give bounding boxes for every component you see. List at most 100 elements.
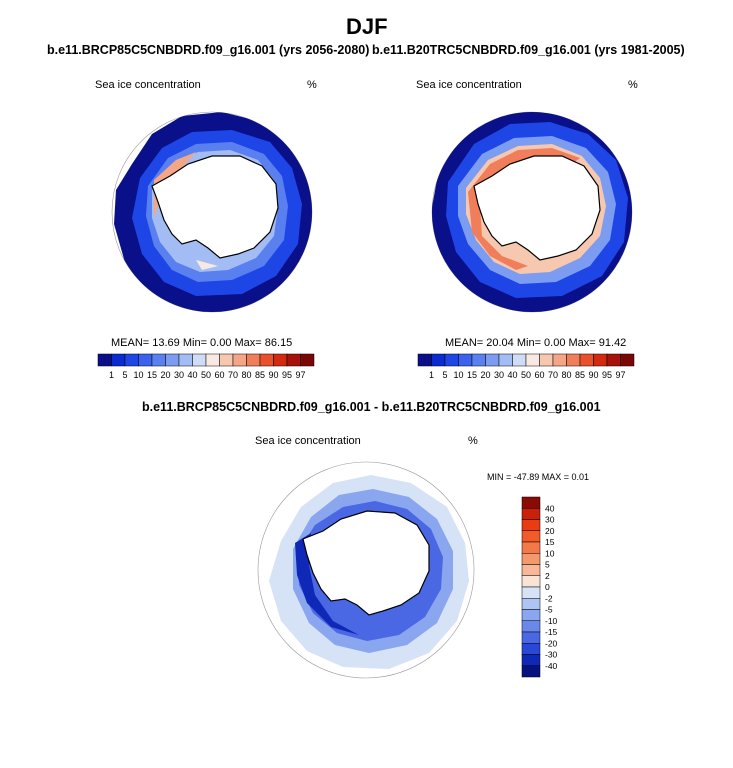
diff-title: b.e11.BRCP85C5CNBDRD.f09_g16.001 - b.e11… — [142, 400, 601, 414]
diff-colorbar-label: 40 — [545, 503, 555, 513]
panel-1-colorbar-swatch — [273, 353, 288, 367]
panel-2-colorbar-label: 15 — [467, 370, 477, 380]
panel-1-map — [111, 111, 313, 313]
panel-2-colorbar-swatch — [552, 353, 567, 367]
diff-colorbar-swatch — [521, 631, 541, 644]
panel-1-colorbar-label: 10 — [133, 370, 143, 380]
panel-2-colorbar-swatch — [539, 353, 554, 367]
panel-1-colorbar-swatch — [232, 353, 247, 367]
panel-1-ice-high-2 — [196, 260, 218, 270]
panel-2-colorbar-label: 5 — [442, 370, 447, 380]
panel-1-colorbar-swatch — [192, 353, 207, 367]
panel-1-stats: MEAN= 13.69 Min= 0.00 Max= 86.15 — [111, 337, 293, 349]
panel-2-colorbar-swatch — [512, 353, 527, 367]
diff-colorbar-label: -20 — [545, 638, 558, 648]
diff-colorbar-swatch — [521, 586, 541, 599]
panel-1-colorbar-swatch — [246, 353, 261, 367]
panel-2-colorbar-swatch — [471, 353, 486, 367]
diff-colorbar-swatch — [521, 575, 541, 588]
diff-colorbar-swatch — [521, 620, 541, 633]
panel-1-colorbar-label: 5 — [122, 370, 127, 380]
panel-1-colorbar-swatch — [165, 353, 180, 367]
diff-colorbar-label: 2 — [545, 571, 550, 581]
diff-colorbar-label: 0 — [545, 582, 550, 592]
panel-1-colorbar-swatch — [124, 353, 139, 367]
panel-1-colorbar-swatch — [178, 353, 193, 367]
panel-2-colorbar-label: 40 — [507, 370, 517, 380]
panel-1-colorbar-swatch — [205, 353, 220, 367]
panel-1-colorbar-label: 50 — [201, 370, 211, 380]
panel-2-colorbar-swatch — [566, 353, 581, 367]
panel-2-units: % — [628, 79, 638, 91]
page-title: DJF — [346, 14, 388, 39]
panel-1-colorbar-label: 15 — [147, 370, 157, 380]
panel-1-colorbar-label: 70 — [228, 370, 238, 380]
diff-antarctica — [302, 510, 430, 616]
panel-2-variable: Sea ice concentration — [416, 79, 522, 91]
diff-colorbar-swatch — [521, 598, 541, 610]
diff-units: % — [468, 435, 478, 447]
panel-1-colorbar-label: 95 — [282, 370, 292, 380]
diff-colorbar-label: -15 — [545, 627, 558, 637]
panel-2-colorbar-label: 97 — [615, 370, 625, 380]
panel-2-colorbar-label: 70 — [548, 370, 558, 380]
diff-colorbar-label: 10 — [545, 548, 555, 558]
diff-colorbar-label: -5 — [545, 605, 553, 615]
panel-1-colorbar-swatch — [259, 353, 274, 367]
panel-1-colorbar-swatch — [219, 353, 234, 367]
panel-1-colorbar-label: 30 — [174, 370, 184, 380]
panel-1-colorbar: 1 5 10 15 20 30 40 50 60 70 80 85 90 95 97 — [97, 353, 315, 380]
panel-2-colorbar-label: 85 — [575, 370, 585, 380]
panel-1-colorbar-swatch — [286, 353, 301, 367]
panel-2-colorbar-label: 10 — [453, 370, 463, 380]
panel-2-colorbar-swatch — [431, 353, 446, 367]
panel-2-colorbar-label: 90 — [588, 370, 598, 380]
panel-1-colorbar-swatch — [111, 353, 126, 367]
panel-1-colorbar-label: 1 — [109, 370, 114, 380]
diff-colorbar-label: 5 — [545, 560, 550, 570]
diff-colorbar-swatch — [521, 519, 541, 531]
panel-1-colorbar-label: 20 — [160, 370, 170, 380]
panel-1-colorbar-label: 80 — [241, 370, 251, 380]
diff-colorbar-swatch — [521, 496, 541, 509]
diff-colorbar-label: -10 — [545, 616, 558, 626]
panel-1-colorbar-label: 90 — [268, 370, 278, 380]
panel-1-colorbar-label: 85 — [255, 370, 265, 380]
diff-colorbar-swatch — [521, 541, 541, 554]
panel-1-title: b.e11.BRCP85C5CNBDRD.f09_g16.001 (yrs 20… — [47, 43, 370, 57]
diff-variable: Sea ice concentration — [255, 435, 361, 447]
diff-colorbar-label: 30 — [545, 515, 555, 525]
panel-2-colorbar-swatch — [579, 353, 594, 367]
diff-colorbar-swatch — [521, 530, 541, 543]
panel-2-antarctica — [473, 155, 601, 261]
panel-2-colorbar-label: 80 — [561, 370, 571, 380]
diff-colorbar-swatch — [521, 564, 541, 576]
panel-1-colorbar-swatch — [151, 353, 166, 367]
panel-2-colorbar-swatch — [417, 353, 432, 367]
panel-1-colorbar-swatch — [97, 353, 112, 367]
panel-2-colorbar-label: 1 — [429, 370, 434, 380]
panel-2-colorbar: 1 5 10 15 20 30 40 50 60 70 80 85 90 95 97 — [417, 353, 635, 380]
diff-colorbar-label: -2 — [545, 593, 553, 603]
diff-ice-band-3 — [295, 533, 359, 635]
diff-colorbar-label: -40 — [545, 661, 558, 671]
diff-colorbar-label: 20 — [545, 526, 555, 536]
panel-2-colorbar-swatch — [606, 353, 621, 367]
panel-2-map — [431, 111, 633, 313]
panel-2-colorbar-swatch — [620, 353, 635, 367]
panel-1-colorbar-label: 97 — [295, 370, 305, 380]
panel-2-colorbar-label: 60 — [534, 370, 544, 380]
panel-2-colorbar-label: 95 — [602, 370, 612, 380]
diff-colorbar-swatch — [521, 665, 541, 678]
panel-2-colorbar-swatch — [458, 353, 473, 367]
panel-2-colorbar-label: 20 — [480, 370, 490, 380]
panel-2-colorbar-swatch — [444, 353, 459, 367]
diff-colorbar-swatch — [521, 609, 541, 621]
diff-colorbar-label: 15 — [545, 537, 555, 547]
panel-1-colorbar-swatch — [300, 353, 315, 367]
panel-1-colorbar-swatch — [138, 353, 153, 367]
panel-2-stats: MEAN= 20.04 Min= 0.00 Max= 91.42 — [445, 337, 627, 349]
panel-2-colorbar-swatch — [498, 353, 513, 367]
panel-2-colorbar-label: 30 — [494, 370, 504, 380]
panel-1-antarctica — [151, 155, 279, 259]
